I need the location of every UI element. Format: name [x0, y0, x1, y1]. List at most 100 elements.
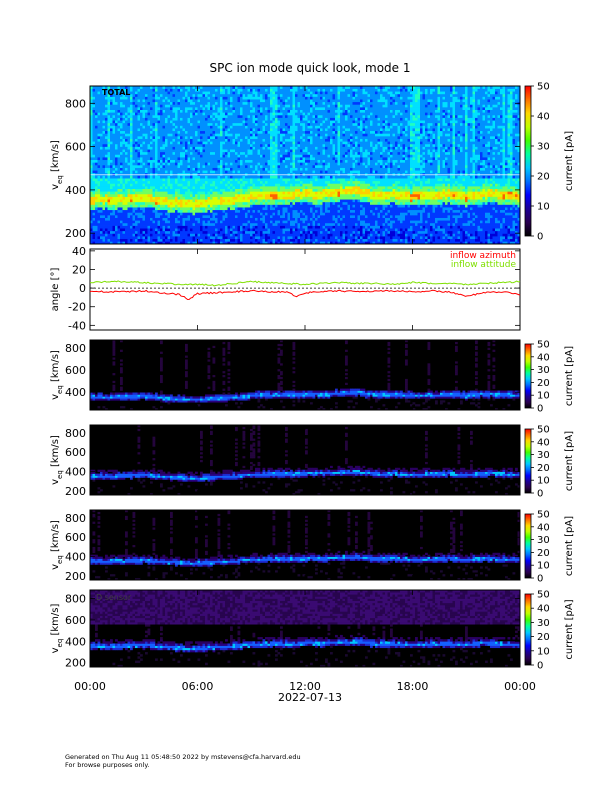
heatmap-cell: [267, 149, 271, 153]
heatmap-cell: [172, 186, 176, 189]
heatmap-cell: [282, 225, 286, 229]
heatmap-cell: [205, 191, 208, 195]
heatmap-cell: [262, 146, 266, 150]
heatmap-cell: [180, 109, 183, 113]
heatmap-cell: [110, 217, 113, 221]
heatmap-cell: [245, 99, 248, 103]
heatmap-cell: [152, 188, 156, 192]
heatmap-cell: [227, 188, 231, 192]
heatmap-cell: [135, 157, 138, 161]
heatmap-cell: [287, 215, 291, 218]
heatmap-cell: [175, 112, 178, 116]
heatmap-cell: [160, 112, 163, 116]
heatmap-cell: [192, 107, 196, 110]
heatmap-cell: [187, 212, 191, 216]
heatmap-cell: [112, 228, 116, 232]
heatmap-cell: [270, 212, 273, 216]
heatmap-cell: [155, 230, 158, 234]
heatmap-cell: [257, 222, 261, 226]
heatmap-cell: [182, 222, 186, 226]
heatmap-cell: [182, 136, 186, 139]
heatmap-cell: [115, 128, 118, 132]
heatmap-cell: [215, 91, 218, 95]
heatmap-cell: [205, 120, 208, 124]
heatmap-cell: [140, 93, 143, 97]
heatmap-cell: [177, 215, 181, 218]
heatmap-cell: [110, 138, 113, 142]
heatmap-cell: [150, 117, 153, 121]
heatmap-cell: [90, 225, 93, 229]
heatmap-cell: [197, 136, 201, 139]
heatmap-cell: [295, 170, 298, 174]
heatmap-cell: [130, 199, 133, 203]
heatmap-cell: [197, 93, 201, 97]
heatmap-cell: [175, 93, 178, 97]
heatmap-cell: [175, 236, 178, 240]
heatmap-cell: [275, 141, 278, 145]
heatmap-cell: [107, 151, 111, 155]
heatmap-cell: [215, 157, 218, 161]
heatmap-cell: [185, 180, 188, 184]
heatmap-cell: [95, 180, 98, 184]
heatmap-cell: [132, 157, 136, 161]
heatmap-cell: [272, 149, 276, 153]
heatmap-cell: [200, 99, 203, 103]
heatmap-cell: [112, 199, 116, 203]
heatmap-cell: [110, 222, 113, 226]
heatmap-cell: [127, 167, 131, 171]
heatmap-cell: [202, 238, 206, 242]
heatmap-cell: [105, 167, 108, 171]
heatmap-cell: [282, 128, 286, 132]
heatmap-cell: [162, 91, 166, 95]
heatmap-cell: [240, 175, 243, 179]
heatmap-cell: [100, 241, 103, 245]
heatmap-cell: [275, 233, 278, 237]
heatmap-cell: [160, 233, 163, 237]
heatmap-cell: [147, 130, 151, 134]
heatmap-cell: [295, 175, 298, 179]
heatmap-cell: [242, 178, 246, 182]
heatmap-cell: [255, 217, 258, 221]
heatmap-cell: [152, 201, 156, 205]
heatmap-cell: [285, 191, 288, 195]
heatmap-cell: [235, 104, 238, 108]
heatmap-cell: [180, 125, 183, 129]
heatmap-cell: [142, 149, 146, 153]
heatmap-cell: [185, 99, 188, 103]
heatmap-cell: [200, 212, 203, 216]
heatmap-cell: [197, 86, 201, 89]
heatmap-cell: [280, 104, 283, 108]
heatmap-cell: [232, 141, 236, 145]
heatmap-cell: [257, 141, 261, 145]
heatmap-cell: [115, 93, 118, 97]
heatmap-cell: [147, 230, 151, 234]
heatmap-cell: [135, 228, 138, 232]
heatmap-cell: [92, 109, 96, 113]
heatmap-cell: [190, 196, 193, 200]
heatmap-cell: [165, 122, 168, 126]
heatmap-cell: [287, 238, 291, 242]
heatmap-cell: [287, 138, 291, 142]
heatmap-cell: [130, 157, 133, 161]
heatmap-cell: [117, 151, 121, 155]
heatmap-cell: [92, 212, 96, 216]
heatmap-cell: [107, 114, 111, 118]
heatmap-cell: [240, 186, 243, 189]
heatmap-cell: [102, 157, 106, 161]
heatmap-cell: [100, 120, 103, 124]
heatmap-cell: [202, 162, 206, 166]
heatmap-cell: [142, 209, 146, 213]
heatmap-cell: [277, 196, 281, 200]
heatmap-cell: [182, 141, 186, 145]
heatmap-cell: [217, 212, 221, 216]
heatmap-cell: [245, 186, 248, 189]
heatmap-cell: [275, 167, 278, 171]
heatmap-cell: [112, 114, 116, 118]
heatmap-cell: [162, 178, 166, 182]
heatmap-cell: [235, 207, 238, 211]
heatmap-cell: [122, 233, 126, 237]
heatmap-cell: [100, 159, 103, 163]
heatmap-cell: [207, 93, 211, 97]
heatmap-cell: [145, 196, 148, 200]
heatmap-cell: [275, 143, 278, 147]
